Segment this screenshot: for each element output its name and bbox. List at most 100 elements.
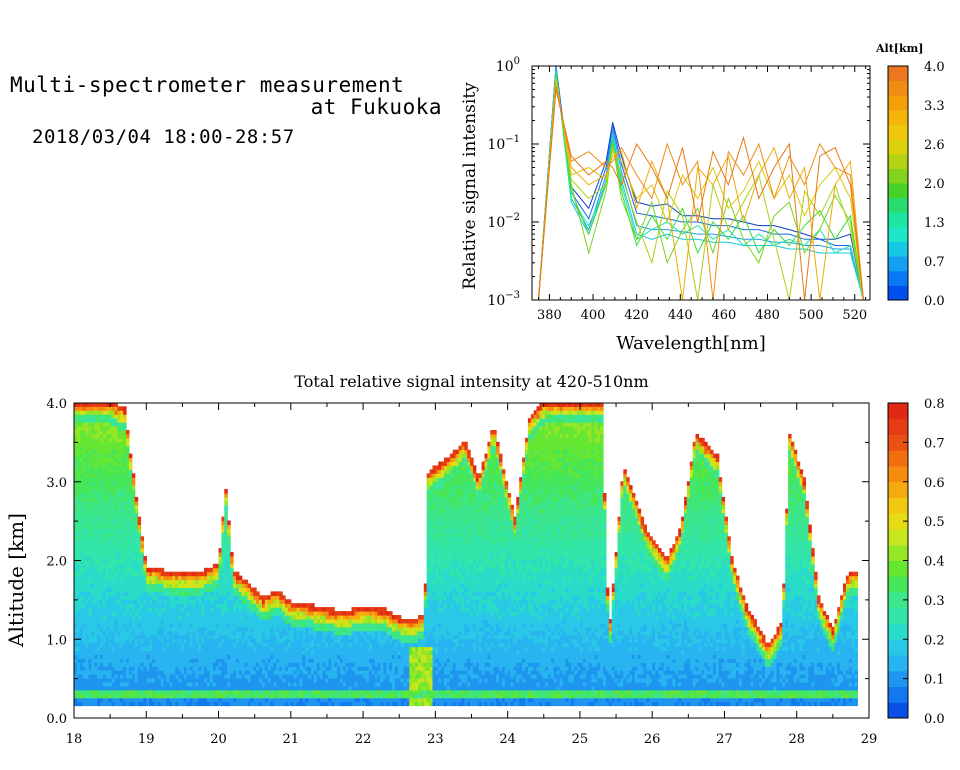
heatmap-cell <box>322 654 327 659</box>
heatmap-cell <box>201 682 205 687</box>
heatmap-cell <box>244 658 249 663</box>
heatmap-cell <box>198 626 202 632</box>
heatmap-cell <box>215 666 220 671</box>
heatmap-cell <box>218 579 222 585</box>
heatmap-cell <box>102 481 107 486</box>
heatmap-cell <box>102 591 107 596</box>
heatmap-cell <box>105 638 110 644</box>
heatmap-cell <box>134 670 139 675</box>
heatmap-cell <box>429 595 434 600</box>
heatmap-cell <box>241 630 246 636</box>
y-tick-label: 10−2 <box>487 212 520 231</box>
heatmap-cell <box>111 418 116 423</box>
heatmap-cell <box>423 662 428 667</box>
heatmap-cell <box>105 571 110 577</box>
heatmap-cell <box>134 634 139 640</box>
heatmap-cell <box>296 615 301 620</box>
heatmap-cell <box>140 670 144 675</box>
heatmap-cell <box>85 642 90 648</box>
heatmap-cell <box>128 559 133 565</box>
heatmap-cell <box>94 449 98 455</box>
heatmap-cell <box>296 619 301 624</box>
heatmap-cell <box>233 650 237 655</box>
heatmap-cell <box>227 693 231 699</box>
heatmap-cell <box>325 630 329 636</box>
heatmap-cell <box>380 611 384 616</box>
heatmap-cell <box>117 591 121 596</box>
heatmap-cell <box>79 473 84 478</box>
heatmap-cell <box>406 666 410 671</box>
heatmap-cell <box>183 693 188 699</box>
heatmap-cell <box>432 473 436 478</box>
heatmap-cell <box>102 528 107 533</box>
heatmap-cell <box>435 619 439 624</box>
heatmap-cell <box>204 603 208 608</box>
heatmap-cell <box>74 508 78 514</box>
heatmap-cell <box>311 658 315 663</box>
heatmap-cell <box>186 611 191 616</box>
heatmap-cell <box>270 611 275 616</box>
heatmap-cell <box>244 642 249 648</box>
heatmap-cell <box>429 583 434 588</box>
heatmap-cell <box>131 528 136 533</box>
heatmap-cell <box>91 619 95 624</box>
heatmap-cell <box>108 528 113 533</box>
heatmap-cell <box>134 595 139 600</box>
heatmap-cell <box>82 666 87 671</box>
heatmap-cell <box>143 638 147 644</box>
heatmap-cell <box>134 559 139 565</box>
heatmap-cell <box>108 556 113 561</box>
heatmap-cell <box>94 595 98 600</box>
heatmap-cell <box>397 642 402 648</box>
heatmap-cell <box>221 583 225 588</box>
heatmap-cell <box>126 548 130 553</box>
heatmap-cell <box>140 693 144 699</box>
heatmap-cell <box>429 689 434 695</box>
heatmap-cell <box>363 678 367 683</box>
heatmap-cell <box>79 552 84 557</box>
heatmap-cell <box>123 662 127 667</box>
heatmap-cell <box>128 485 133 490</box>
heatmap-cell <box>163 670 168 675</box>
heatmap-cell <box>85 465 90 470</box>
heatmap-cell <box>290 638 295 644</box>
heatmap-cell <box>94 485 98 490</box>
heatmap-cell <box>114 544 118 549</box>
heatmap-cell <box>409 701 413 707</box>
heatmap-cell <box>227 540 231 545</box>
heatmap-cell <box>348 611 353 616</box>
heatmap-cell <box>386 619 390 624</box>
heatmap-cell <box>76 540 81 545</box>
heatmap-cell <box>331 658 335 663</box>
heatmap-cell <box>111 622 116 628</box>
heatmap-cell <box>149 583 153 588</box>
heatmap-cell <box>143 599 147 604</box>
heatmap-cell <box>212 658 217 663</box>
heatmap-cell <box>261 678 266 683</box>
heatmap-cell <box>157 622 162 628</box>
heatmap-cell <box>253 607 257 612</box>
heatmap-cell <box>94 682 98 687</box>
heatmap-cell <box>331 642 335 648</box>
heatmap-cell <box>351 611 355 616</box>
heatmap-cell <box>82 418 87 423</box>
heatmap-cell <box>215 603 220 608</box>
heatmap-cell <box>97 496 101 502</box>
heatmap-cell <box>429 591 434 596</box>
heatmap-cell <box>426 477 431 482</box>
heatmap-cell <box>331 650 335 655</box>
heatmap-cell <box>259 638 263 644</box>
heatmap-cell <box>181 607 185 612</box>
heatmap-cell <box>126 682 130 687</box>
heatmap-cell <box>342 693 347 699</box>
heatmap-cell <box>117 457 121 462</box>
heatmap-cell <box>120 406 124 411</box>
heatmap-cell <box>102 512 107 518</box>
heatmap-cell <box>374 619 379 624</box>
heatmap-cell <box>111 611 116 616</box>
heatmap-cell <box>267 638 272 644</box>
heatmap-cell <box>429 685 434 691</box>
heatmap-cell <box>189 619 194 624</box>
heatmap-cell <box>363 674 367 679</box>
heatmap-cell <box>105 693 110 699</box>
